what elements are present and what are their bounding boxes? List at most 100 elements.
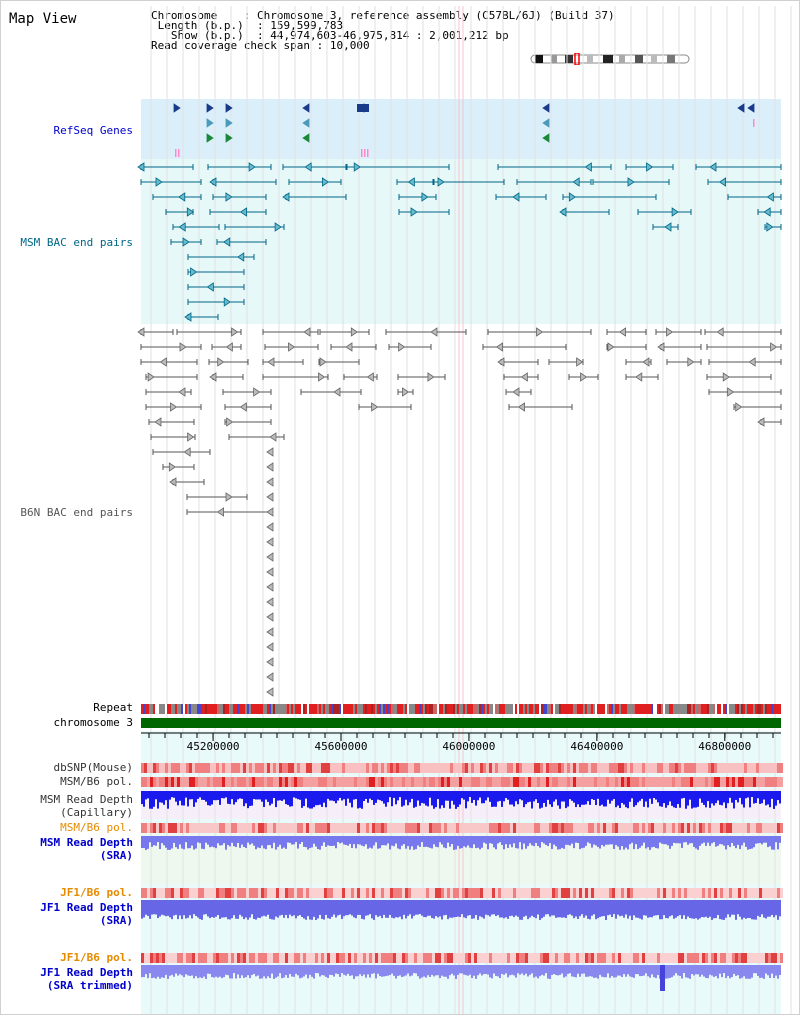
msm-capillary-depth-bar [189, 791, 191, 800]
jf1-sra-depth-bar [371, 900, 373, 919]
track-label-msm-b6-pol-1[interactable]: MSM/B6 pol. [60, 775, 133, 788]
msm-capillary-depth-bar [247, 791, 249, 809]
track-label-msm-depth-capillary[interactable]: MSM Read Depth [40, 793, 133, 806]
jf1-sra-depth-bar [311, 900, 313, 920]
msm-pol-cell [507, 777, 510, 787]
repeat-block [247, 704, 249, 714]
msm-capillary-depth-bar [613, 791, 615, 800]
msm-pol-cell [348, 823, 351, 833]
jf1-sra-depth-bar [389, 900, 391, 915]
repeat-block [277, 704, 279, 714]
repeat-block [741, 704, 743, 714]
msm-pol-cell [237, 777, 240, 787]
jf1-trim-depth-bar [331, 965, 333, 976]
dbsnp-cell [408, 763, 411, 773]
track-label-jf1-b6-pol-2[interactable]: JF1/B6 pol. [60, 951, 133, 964]
msm-pol-cell [291, 777, 294, 787]
jf1-sra-depth-bar [145, 900, 147, 915]
msm-pol-cell [156, 823, 159, 833]
msm-sra-depth-bar [489, 836, 491, 844]
msm-sra-depth-bar [715, 836, 717, 847]
msm-capillary-depth-bar [461, 791, 463, 799]
jf1-trim-depth-bar [711, 965, 713, 976]
msm-capillary-depth-bar [747, 791, 749, 798]
jf1-trim-depth-bar [315, 965, 317, 974]
msm-capillary-depth-bar [147, 791, 149, 799]
jf1-trim-depth-bar [397, 965, 399, 976]
dbsnp-cell [294, 763, 297, 773]
dbsnp-cell [720, 763, 723, 773]
msm-pol-cell [636, 823, 639, 833]
jf1-trim-depth-bar [519, 965, 521, 975]
msm-sra-depth-bar [231, 836, 233, 843]
jf1-trim-depth-bar [779, 965, 781, 976]
msm-capillary-depth-bar [555, 791, 557, 800]
jf1-sra-depth-bar [195, 900, 197, 916]
repeat-block [323, 704, 325, 714]
dbsnp-cell [396, 763, 399, 773]
msm-pol-cell [465, 777, 468, 787]
jf1-pol-cell [510, 888, 513, 898]
jf1-sra-depth-bar [733, 900, 735, 915]
jf1-sra-depth-bar [345, 900, 347, 916]
msm-capillary-depth-bar [759, 791, 761, 804]
msm-capillary-depth-bar [403, 791, 405, 806]
jf1-trim-depth-bar [455, 965, 457, 979]
dbsnp-cell [615, 763, 618, 773]
jf1-trim-depth-bar [631, 965, 633, 978]
jf1-sra-depth-bar [423, 900, 425, 918]
jf1-sra-depth-bar [517, 900, 519, 917]
track-label-b6n-bac[interactable]: B6N BAC end pairs [20, 506, 133, 519]
jf1-trim-depth-bar [459, 965, 461, 974]
track-label-msm-depth-sra[interactable]: MSM Read Depth [40, 836, 133, 849]
dbsnp-cell [741, 763, 744, 773]
msm-sra-depth-bar [247, 836, 249, 843]
msm-capillary-depth-bar [469, 791, 471, 798]
msm-capillary-depth-bar [373, 791, 375, 805]
dbsnp-cell [366, 763, 369, 773]
jf1-pol-cell [183, 888, 186, 898]
dbsnp-cell [603, 763, 606, 773]
jf1-sra-depth-bar [325, 900, 327, 915]
msm-pol-cell [459, 777, 462, 787]
jf1-sra-depth-bar [725, 900, 727, 918]
jf1-trim-depth-bar [143, 965, 145, 978]
track-label-msm-b6-pol-2[interactable]: MSM/B6 pol. [60, 821, 133, 834]
repeat-block [611, 704, 613, 714]
jf1-pol-cell [408, 888, 411, 898]
jf1-trim-depth-bar [741, 965, 743, 978]
chromosome-ideogram[interactable] [529, 53, 693, 65]
jf1-trim-depth-bar [363, 965, 365, 975]
dbsnp-cell [543, 763, 546, 773]
track-label-dbsnp[interactable]: dbSNP(Mouse) [53, 761, 133, 774]
jf1-trim-depth-bar [359, 965, 361, 975]
msm-capillary-depth-bar [641, 791, 643, 799]
jf1-sra-depth-bar [621, 900, 623, 916]
jf1-sra-depth-bar [663, 900, 665, 916]
msm-sra-depth-bar [755, 836, 757, 844]
jf1-trim-depth-bar [563, 965, 565, 978]
jf1-pol-cell [744, 888, 747, 898]
jf1-sra-depth-bar [151, 900, 153, 915]
track-label-jf1-depth-sra[interactable]: JF1 Read Depth [40, 901, 133, 914]
repeat-block [397, 704, 399, 714]
track-label-jf1-b6-pol-1[interactable]: JF1/B6 pol. [60, 886, 133, 899]
jf1-sra-depth-bar [193, 900, 195, 915]
msm-pol-cell [555, 823, 558, 833]
jf1-trim-depth-bar [545, 965, 547, 974]
jf1-trim-depth-bar [449, 965, 451, 976]
repeat-block [685, 704, 687, 714]
dbsnp-cell [147, 763, 150, 773]
repeat-block [755, 704, 757, 714]
jf1-sra-depth-bar [513, 900, 515, 918]
msm-capillary-depth-bar [601, 791, 603, 805]
jf1-sra-depth-bar [649, 900, 651, 918]
msm-pol-cell [159, 823, 162, 833]
track-label-refseq-genes[interactable]: RefSeq Genes [53, 124, 133, 137]
msm-pol-cell [276, 823, 279, 833]
msm-sra-depth-bar [349, 836, 351, 844]
track-label-msm-bac[interactable]: MSM BAC end pairs [20, 236, 133, 249]
repeat-block [307, 704, 309, 714]
track-label-jf1-depth-trimmed[interactable]: JF1 Read Depth [40, 966, 133, 979]
